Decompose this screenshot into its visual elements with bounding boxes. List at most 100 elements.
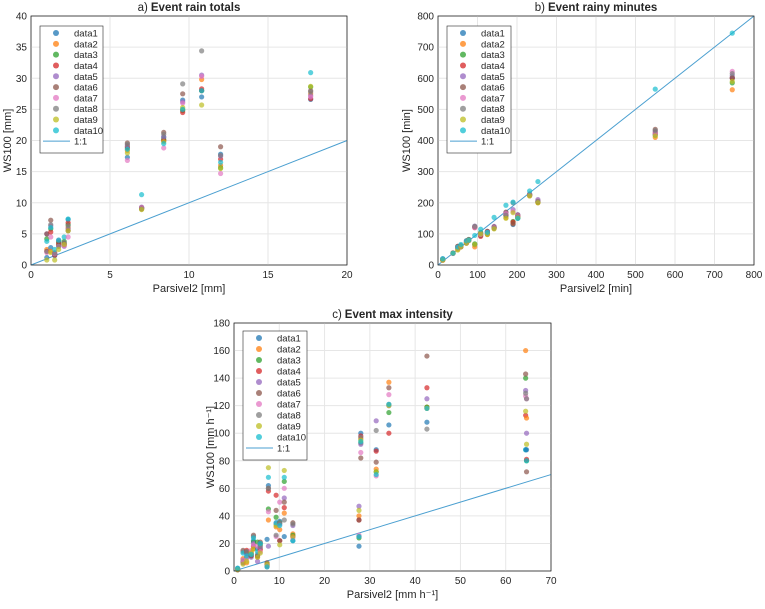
y-tick-label: 800: [417, 12, 434, 23]
legend-label: data3: [277, 356, 301, 367]
legend-marker-data5: [460, 73, 466, 80]
x-tick-label: 20: [319, 576, 331, 587]
data-point-data10: [52, 246, 58, 253]
data-point-data10: [373, 471, 379, 478]
data-point-data10: [44, 238, 50, 244]
data-point-data6: [218, 144, 224, 150]
one-to-one-line: [233, 474, 552, 572]
x-tick-label: 400: [588, 270, 605, 281]
x-tick-label: 10: [183, 270, 195, 281]
legend-marker-data5: [256, 379, 262, 385]
data-point-data10: [235, 565, 241, 571]
data-point-data8: [44, 248, 50, 254]
x-tick-label: 100: [469, 270, 486, 281]
data-point-data8: [265, 485, 272, 491]
data-point-data6: [44, 231, 50, 237]
data-point-data9: [729, 78, 735, 84]
data-point-data10: [527, 188, 533, 194]
legend: data1data2data3data4data5data6data7data8…: [446, 25, 512, 154]
x-tick-label: 40: [410, 576, 422, 587]
y-tick-label: 500: [417, 105, 434, 116]
data-point-data2: [265, 517, 272, 523]
y-tick-label: 300: [417, 167, 434, 178]
data-point-data10: [478, 226, 484, 232]
data-point-data9: [218, 165, 224, 172]
data-point-data10: [48, 225, 54, 231]
data-point-data10: [535, 178, 541, 185]
legend-marker-data1: [53, 30, 59, 36]
legend-marker-data2: [256, 346, 262, 352]
legend-marker-data4: [460, 62, 466, 69]
legend-marker-data8: [460, 105, 466, 112]
y-tick-label: 100: [417, 229, 434, 240]
legend-marker-data2: [460, 40, 466, 47]
data-point-data7: [124, 157, 130, 164]
data-point-data10: [244, 553, 250, 559]
legend-label: data8: [481, 104, 505, 115]
data-point-data9: [56, 246, 62, 253]
x-tick-label: 200: [509, 270, 526, 281]
x-tick-label: 600: [667, 270, 684, 281]
title-text: Event max intensity: [345, 309, 454, 321]
data-point-data9: [535, 200, 541, 206]
data-point-data8: [273, 532, 279, 538]
data-point-data10: [515, 215, 521, 221]
data-point-data8: [652, 127, 658, 134]
data-point-data9: [523, 441, 530, 447]
data-point-data9: [527, 193, 533, 199]
axes-frame: [30, 15, 348, 266]
data-point-data4: [48, 229, 54, 235]
data-point-data4: [281, 505, 287, 511]
data-point-data8: [308, 89, 314, 95]
legend-marker-data3: [256, 357, 262, 363]
data-point-data10: [510, 199, 516, 205]
y-tick-label: 140: [213, 374, 230, 385]
data-point-data9: [48, 249, 54, 256]
data-point-data10: [652, 86, 658, 92]
legend-marker-data7: [53, 94, 59, 101]
x-tick-label: 5: [107, 270, 113, 281]
data-point-data8: [161, 131, 167, 137]
legend-label: data10: [481, 126, 510, 137]
data-point-data6: [729, 75, 735, 81]
legend-marker-data10: [256, 434, 262, 440]
legend-label: data9: [74, 115, 98, 126]
y-tick-label: 25: [16, 105, 28, 116]
data-point-data8: [218, 152, 224, 159]
x-tick-label: 15: [262, 270, 274, 281]
data-point-data9: [254, 554, 261, 560]
data-point-data2: [729, 87, 735, 93]
data-point-data8: [290, 521, 296, 527]
y-tick-label: 35: [16, 43, 28, 54]
data-point-data10: [281, 474, 287, 480]
data-point-data8: [52, 250, 58, 256]
legend-marker-data8: [256, 412, 262, 418]
title-text: Event rainy minutes: [548, 2, 657, 14]
data-point-data7: [161, 145, 167, 151]
y-tick-label: 10: [16, 198, 28, 209]
y-axis-label: WS100 [mm h⁻¹]: [205, 406, 217, 488]
one-to-one-line: [30, 140, 348, 266]
legend-label: data3: [481, 50, 505, 61]
data-point-data10: [65, 216, 71, 222]
data-point-data8: [729, 70, 735, 77]
data-point-data9: [265, 465, 272, 471]
axes-frame: [233, 322, 552, 572]
chart-title: b) Event rainy minutes: [535, 2, 658, 14]
data-point-data4: [386, 430, 392, 436]
data-point-data6: [48, 217, 54, 223]
legend-marker-data6: [460, 84, 466, 91]
data-point-data10: [440, 256, 446, 262]
subplot-a: 0 5 10 15 20 0 5 10 15 20 25 30 35 40 a) Event rain tot…: [2, 2, 353, 295]
data-point-data8: [65, 223, 71, 229]
y-tick-label: 0: [21, 261, 27, 272]
x-tick-label: 500: [627, 270, 644, 281]
data-point-data5: [254, 558, 261, 564]
data-point-data2: [523, 415, 530, 421]
x-tick-label: 20: [341, 270, 353, 281]
data-point-data6: [273, 507, 279, 513]
data-point-data10: [523, 458, 530, 464]
y-tick-label: 30: [16, 74, 28, 85]
data-point-data7: [277, 499, 283, 505]
data-point-data9: [308, 83, 314, 89]
